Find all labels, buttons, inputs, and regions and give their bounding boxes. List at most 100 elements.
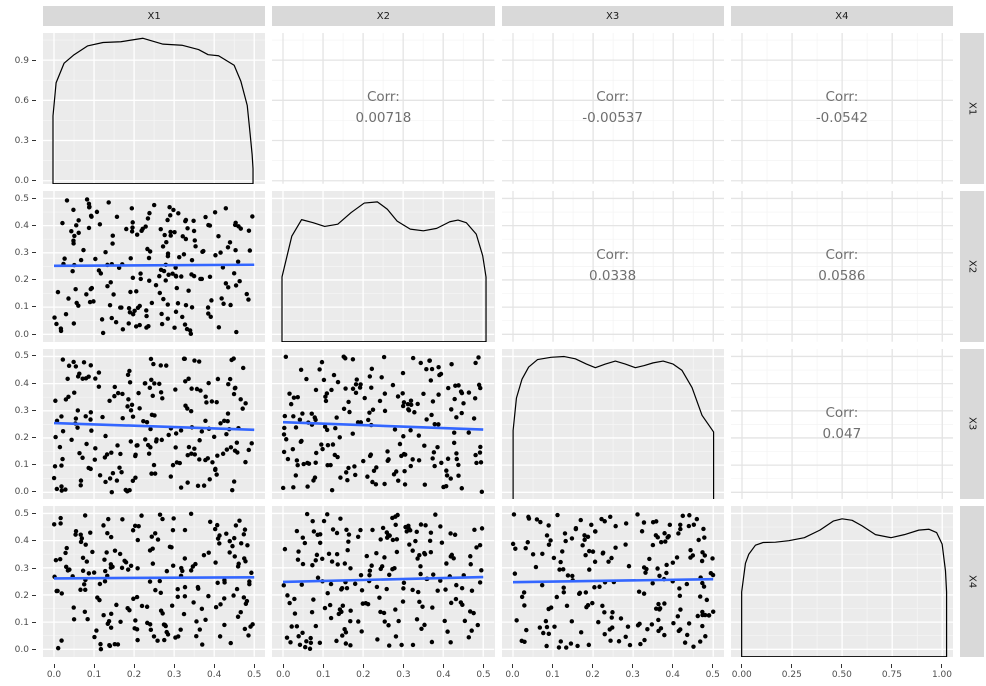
x-tick-label: 0.5: [476, 670, 491, 680]
y-tick-label: 0.5: [14, 509, 29, 520]
corr-label: Corr:: [366, 89, 400, 106]
x-tick-label: 0.2: [126, 670, 142, 680]
y-tick-label: 0.0: [14, 487, 29, 498]
x-tick-label: 0.1: [316, 670, 331, 680]
y-tick-label: 0.2: [14, 590, 29, 601]
x-axis-col-2: 0.0 0.1 0.2 0.3 0.4 0.5: [272, 664, 494, 686]
x-tick-label: 0.3: [396, 670, 411, 680]
x-tick-mark: [442, 664, 444, 668]
x-tick-label: 0.1: [545, 670, 560, 680]
y-tick-mark: [32, 224, 36, 226]
correlation-text: Corr: 0.0586: [731, 191, 953, 342]
x-tick-label: 0.3: [166, 670, 182, 680]
y-tick-mark: [32, 355, 36, 357]
corr-label: Corr:: [596, 247, 630, 264]
y-tick-mark: [32, 649, 36, 651]
y-tick-mark: [32, 567, 36, 569]
y-tick-label: 0.3: [14, 136, 29, 147]
strip-label: X4: [835, 10, 849, 22]
top-right-corner: [960, 6, 984, 26]
y-tick-label: 0.4: [14, 220, 29, 231]
x-axis-col-4: 0.00 0.25 0.50 0.75 1.00: [731, 664, 953, 686]
scatter-plot-canvas: [272, 506, 495, 657]
corr-plot-canvas: [730, 348, 953, 500]
panel-x4-x3-scatter: [501, 506, 724, 657]
density-plot-canvas: [501, 348, 724, 500]
corr-plot-canvas: [501, 190, 724, 342]
x-tick-mark: [672, 664, 674, 668]
x-tick-mark: [592, 664, 594, 668]
y-tick-mark: [32, 491, 36, 493]
corr-value: 0.00718: [355, 110, 412, 127]
corr-value: 0.0586: [818, 268, 866, 285]
panel-x2-x2-density: [272, 190, 495, 342]
x-tick-label: 0.0: [46, 670, 62, 680]
x-tick-label: 0.5: [705, 670, 720, 680]
corr-label: Corr:: [825, 247, 859, 264]
y-tick-label: 0.9: [14, 55, 29, 66]
scatter-plot-canvas: [43, 506, 266, 657]
x-tick-mark: [941, 664, 943, 668]
x-tick-mark: [213, 664, 215, 668]
y-tick-mark: [32, 436, 36, 438]
strip-right-x3: X3: [960, 348, 984, 500]
corr-label: Corr:: [825, 89, 859, 106]
panel-x4-x4-density: [730, 506, 953, 657]
x-tick-mark: [482, 664, 484, 668]
x-tick-label: 0.4: [665, 670, 680, 680]
x-tick-mark: [322, 664, 324, 668]
y-axis-row-3: 0.0 0.1 0.2 0.3 0.4 0.5: [2, 349, 36, 500]
y-tick-label: 0.5: [14, 351, 29, 362]
x-tick-mark: [93, 664, 95, 668]
y-tick-mark: [32, 540, 36, 542]
y-tick-label: 0.5: [14, 193, 29, 204]
strip-right-x2: X2: [960, 190, 984, 342]
y-tick-mark: [32, 99, 36, 101]
panel-x1-x1-density: [43, 33, 266, 184]
corr-plot-canvas: [730, 190, 953, 342]
correlation-text: Corr: -0.0542: [731, 33, 953, 184]
strip-top-x1: X1: [43, 6, 266, 26]
x-tick-mark: [741, 664, 743, 668]
y-tick-mark: [32, 197, 36, 199]
y-tick-mark: [32, 140, 36, 142]
x-tick-mark: [841, 664, 843, 668]
y-tick-mark: [32, 59, 36, 61]
y-tick-label: 0.0: [14, 329, 29, 340]
x-tick-label: 0.75: [881, 670, 902, 680]
y-tick-label: 0.6: [14, 95, 29, 106]
panel-x3-x3-density: [501, 348, 724, 500]
x-tick-mark: [173, 664, 175, 668]
corr-plot-canvas: [501, 33, 724, 184]
y-tick-mark: [32, 409, 36, 411]
y-tick-label: 0.1: [14, 302, 29, 313]
x-tick-mark: [133, 664, 135, 668]
y-tick-mark: [32, 252, 36, 254]
x-tick-label: 0.3: [625, 670, 640, 680]
panel-x2-x1-scatter: [43, 190, 266, 342]
y-tick-label: 0.2: [14, 275, 29, 286]
correlation-text: Corr: 0.047: [731, 349, 953, 500]
x-tick-mark: [632, 664, 634, 668]
corr-value: 0.0338: [589, 268, 637, 285]
panel-x1-x3-corr: Corr: -0.00537: [501, 33, 724, 184]
y-tick-label: 0.1: [14, 460, 29, 471]
strip-label: X2: [966, 259, 978, 273]
scatter-plot-canvas: [501, 506, 724, 657]
strip-label: X3: [966, 417, 978, 431]
y-tick-mark: [32, 513, 36, 515]
top-left-corner: [2, 6, 36, 26]
strip-right-x1: X1: [960, 33, 984, 184]
x-tick-label: 0.2: [585, 670, 600, 680]
x-tick-label: 0.0: [505, 670, 520, 680]
strip-top-x4: X4: [730, 6, 953, 26]
panel-x4-x2-scatter: [272, 506, 495, 657]
scatter-plot-canvas: [43, 190, 266, 342]
panel-x2-x4-corr: Corr: 0.0586: [730, 190, 953, 342]
y-tick-label: 0.0: [14, 176, 29, 187]
y-tick-label: 0.4: [14, 378, 29, 389]
correlation-text: Corr: 0.00718: [272, 33, 494, 184]
x-tick-label: 0.1: [86, 670, 102, 680]
x-tick-label: 0.4: [436, 670, 451, 680]
x-tick-label: 0.4: [207, 670, 222, 680]
